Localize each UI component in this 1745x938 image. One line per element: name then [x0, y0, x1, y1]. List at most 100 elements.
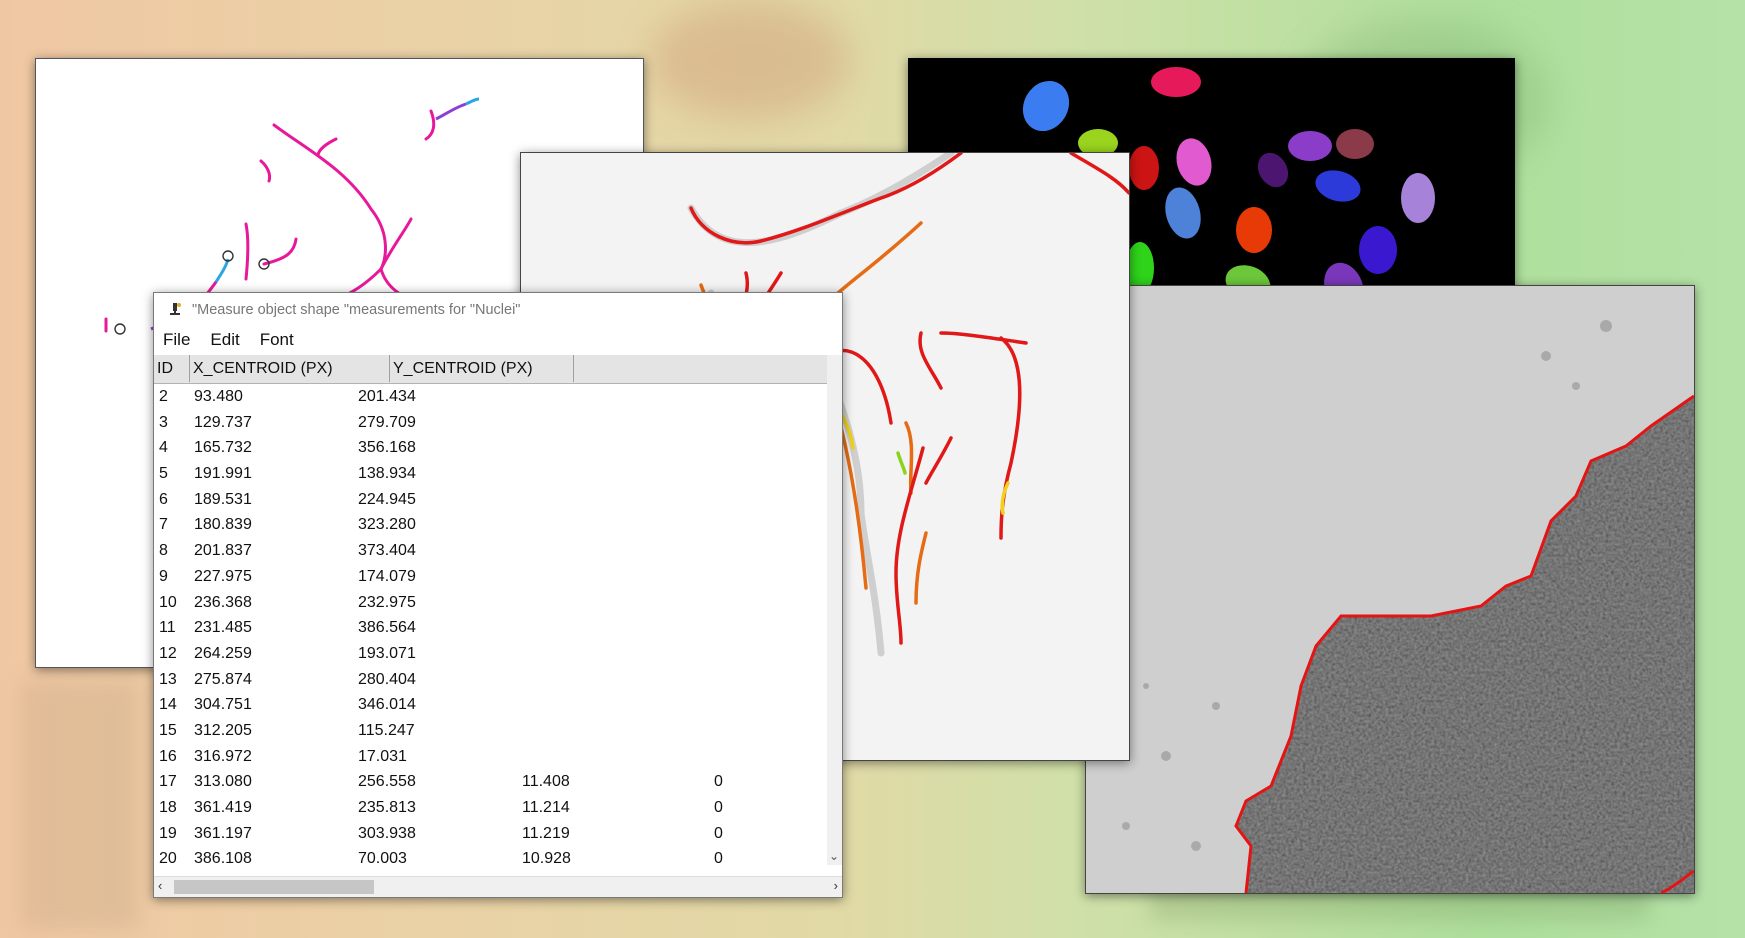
menu-font[interactable]: Font [259, 330, 294, 349]
table-cell: 235.813 [358, 799, 416, 816]
table-body: 2 93.480 201.434 3 129.737 279.709 4 165.732 356… [154, 384, 828, 872]
table-cell: 11.219 [522, 824, 570, 842]
table-cell: 323.280 [358, 516, 416, 534]
table-cell: 10.928 [522, 850, 571, 868]
table-cell: 15 [159, 721, 177, 739]
table-row[interactable]: 20 386.108 70.003 10.928 0 [154, 846, 828, 872]
table-cell: 93.480 [194, 388, 243, 405]
table-cell: 70.003 [358, 850, 407, 868]
table-cell: 13 [159, 670, 177, 688]
table-cell: 280.404 [358, 670, 416, 688]
table-row[interactable]: 5 191.991 138.934 [154, 461, 828, 487]
table-cell: 201.434 [358, 388, 416, 405]
column-header-id[interactable]: ID [154, 355, 190, 382]
table-cell: 11.408 [522, 773, 570, 791]
table-row[interactable]: 4 165.732 356.168 [154, 435, 828, 461]
table-cell: 10 [159, 593, 177, 611]
table-cell: 11.214 [522, 799, 570, 816]
table-row[interactable]: 3 129.737 279.709 [154, 410, 828, 436]
table-cell: 129.737 [194, 413, 252, 431]
measurement-window[interactable]: "Measure object shape "measurements for … [153, 292, 843, 898]
table-row[interactable]: 14 304.751 346.014 [154, 692, 828, 718]
table-cell: 0 [714, 799, 723, 816]
table-cell: 264.259 [194, 644, 252, 662]
table-row[interactable]: 18 361.419 235.813 11.214 0 [154, 795, 828, 821]
table-row[interactable]: 19 361.197 303.938 11.219 0 [154, 821, 828, 847]
table-cell: 386.108 [194, 850, 252, 868]
table-row[interactable]: 9 227.975 174.079 [154, 564, 828, 590]
table-row[interactable]: 2 93.480 201.434 [154, 384, 828, 410]
table-cell: 316.972 [194, 747, 252, 765]
microscope-icon [170, 303, 181, 315]
table-cell: 232.975 [358, 593, 416, 611]
table-cell: 303.938 [358, 824, 416, 842]
chevron-right-icon[interactable]: › [833, 878, 838, 893]
table-cell: 346.014 [358, 696, 416, 714]
table-cell: 356.168 [358, 439, 416, 457]
table-row[interactable]: 8 201.837 373.404 [154, 538, 828, 564]
table-cell: 12 [159, 644, 177, 662]
table-cell: 17.031 [358, 747, 407, 765]
table-cell: 16 [159, 747, 177, 765]
horizontal-scroll-thumb[interactable] [174, 880, 374, 894]
menu-file[interactable]: File [163, 330, 191, 349]
table-cell: 0 [714, 850, 723, 868]
table-cell: 256.558 [358, 773, 416, 791]
table-row[interactable]: 7 180.839 323.280 [154, 512, 828, 538]
table-cell: 236.368 [194, 593, 252, 611]
window-title: "Measure object shape "measurements for … [192, 302, 521, 318]
table-cell: 4 [159, 439, 168, 457]
table-row[interactable]: 11 231.485 386.564 [154, 615, 828, 641]
chevron-down-icon[interactable]: ⌄ [829, 849, 840, 863]
table-cell: 312.205 [194, 721, 252, 739]
table-cell: 386.564 [358, 619, 416, 637]
table-row[interactable]: 12 264.259 193.071 [154, 641, 828, 667]
table-cell: 227.975 [194, 567, 252, 585]
table-cell: 174.079 [358, 567, 416, 585]
table-cell: 8 [159, 542, 168, 560]
table-cell: 304.751 [194, 696, 252, 714]
table-cell: 191.991 [194, 465, 252, 483]
table-row[interactable]: 17 313.080 256.558 11.408 0 [154, 769, 828, 795]
table-cell: 5 [159, 465, 168, 483]
vertical-scrollbar[interactable]: ⌄ [827, 355, 842, 865]
menu-edit[interactable]: Edit [210, 330, 240, 349]
table-cell: 165.732 [194, 439, 252, 457]
table-row[interactable]: 10 236.368 232.975 [154, 590, 828, 616]
table-cell: 0 [714, 824, 723, 842]
table-cell: 231.485 [194, 619, 252, 637]
column-header-y-centroid[interactable]: Y_CENTROID (PX) [390, 355, 574, 382]
table-row[interactable]: 16 316.972 17.031 [154, 744, 828, 770]
column-header-x-centroid[interactable]: X_CENTROID (PX) [190, 355, 390, 382]
table-cell: 0 [714, 773, 723, 791]
table-cell: 6 [159, 490, 168, 508]
table-cell: 279.709 [358, 413, 416, 431]
table-row[interactable]: 15 312.205 115.247 [154, 718, 828, 744]
table-cell: 17 [159, 773, 177, 791]
table-cell: 14 [159, 696, 177, 714]
table-cell: 138.934 [358, 465, 416, 483]
table-cell: 361.419 [194, 799, 252, 816]
table-cell: 189.531 [194, 490, 252, 508]
table-cell: 361.197 [194, 824, 252, 842]
table-cell: 3 [159, 413, 168, 431]
table-cell: 2 [159, 388, 168, 405]
table-cell: 275.874 [194, 670, 252, 688]
colony-phase-image-panel [1085, 285, 1695, 894]
table-cell: 18 [159, 799, 177, 816]
window-titlebar[interactable]: "Measure object shape "measurements for … [154, 293, 842, 327]
table-cell: 20 [159, 850, 177, 868]
table-cell: 313.080 [194, 773, 252, 791]
table-cell: 19 [159, 824, 177, 842]
table-cell: 115.247 [358, 721, 415, 739]
table-header: ID X_CENTROID (PX) Y_CENTROID (PX) [154, 355, 828, 384]
horizontal-scrollbar[interactable]: ‹ › [154, 876, 842, 897]
table-row[interactable]: 6 189.531 224.945 [154, 487, 828, 513]
table-cell: 201.837 [194, 542, 252, 560]
table-cell: 373.404 [358, 542, 416, 560]
table-row[interactable]: 13 275.874 280.404 [154, 667, 828, 693]
table-cell: 180.839 [194, 516, 252, 534]
table-cell: 11 [159, 619, 176, 637]
chevron-left-icon[interactable]: ‹ [158, 878, 163, 893]
table-cell: 7 [159, 516, 168, 534]
